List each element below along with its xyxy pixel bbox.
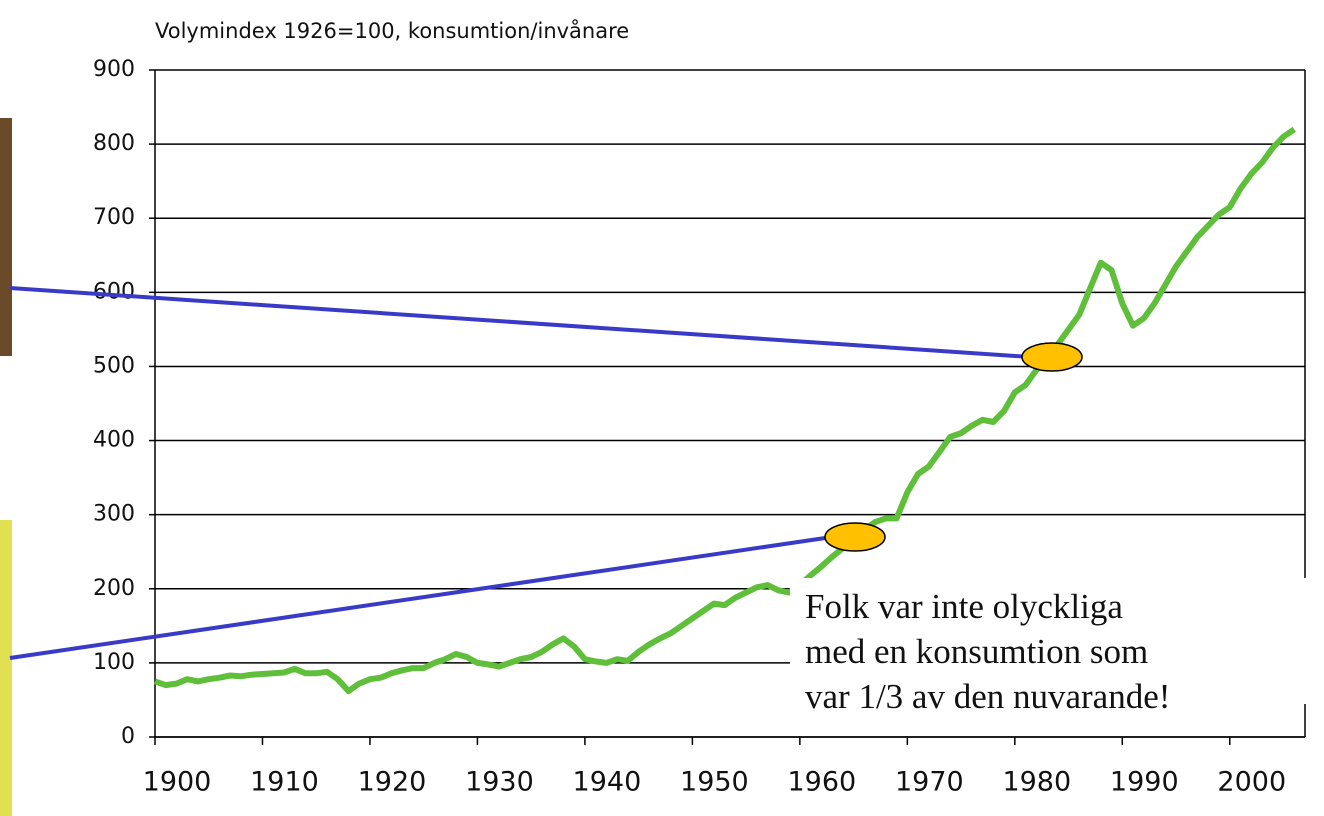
- page: Volymindex 1926=100, konsumtion/invånare…: [0, 0, 1324, 816]
- y-tick-label: 100: [93, 650, 135, 675]
- x-tick-label: 1940: [573, 767, 642, 798]
- y-tick-label: 300: [93, 502, 135, 527]
- x-tick-label: 1960: [788, 767, 857, 798]
- x-tick-label: 1980: [1002, 767, 1071, 798]
- annotation-text: var 1/3 av den nuvarande!: [805, 677, 1170, 716]
- y-tick-label: 800: [93, 131, 135, 156]
- side-box: [0, 520, 12, 816]
- x-tick-label: 1990: [1110, 767, 1179, 798]
- x-tick-label: 1910: [250, 767, 319, 798]
- x-tick-label: 1920: [358, 767, 427, 798]
- x-tick-label: 1900: [143, 767, 212, 798]
- y-tick-label: 0: [121, 724, 135, 749]
- y-tick-label: 700: [93, 205, 135, 230]
- side-image: [0, 118, 12, 356]
- chart: Volymindex 1926=100, konsumtion/invånare…: [0, 0, 1324, 816]
- y-tick-label: 200: [93, 576, 135, 601]
- annotation-text: med en konsumtion som: [805, 632, 1148, 671]
- x-tick-label: 1930: [465, 767, 534, 798]
- marker-ellipse: [1022, 343, 1082, 371]
- y-tick-label: 400: [93, 428, 135, 453]
- x-tick-label: 1950: [680, 767, 749, 798]
- connector: [10, 288, 1030, 357]
- marker-ellipse: [825, 523, 885, 551]
- y-tick-label: 500: [93, 353, 135, 378]
- chart-title: Volymindex 1926=100, konsumtion/invånare: [155, 18, 629, 43]
- y-tick-label: 900: [93, 57, 135, 82]
- x-tick-label: 1970: [895, 767, 964, 798]
- annotation-text: Folk var inte olyckliga: [805, 587, 1123, 626]
- x-tick-label: 2000: [1217, 767, 1286, 798]
- annotation: Folk var inte olyckliga med en konsumtion…: [805, 587, 1170, 716]
- y-tick-label: 600: [93, 279, 135, 304]
